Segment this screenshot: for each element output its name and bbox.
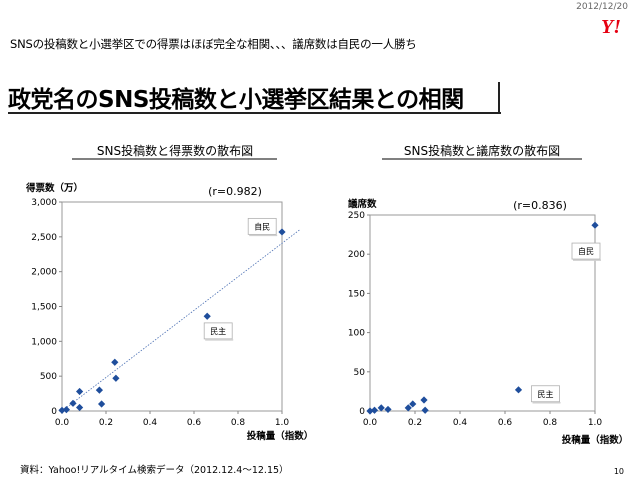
chart-seats-scatter: SNS投稿数と議席数の散布図 0 50 100 150 200 250 0.0 0.2 0.4 0.…	[348, 143, 629, 446]
data-point	[404, 404, 412, 412]
data-point	[370, 406, 379, 414]
y-tick-label: 0	[359, 407, 365, 417]
data-point	[421, 406, 429, 414]
x-tick-label: 0.2	[99, 418, 113, 428]
x-axis-label: 投稿量（指数）	[247, 430, 314, 442]
party-label: 自民	[571, 242, 601, 261]
y-axis-label: 議席数	[348, 198, 377, 210]
x-tick-label: 0.2	[408, 418, 422, 428]
data-point	[76, 403, 84, 412]
x-tick-label: 0.8	[231, 418, 246, 428]
data-point	[58, 406, 66, 414]
y-tick-label: 0	[51, 407, 57, 417]
data-point	[112, 374, 120, 382]
y-tick-label: 500	[40, 372, 57, 382]
y-tick-label: 2,000	[31, 268, 57, 278]
party-label: 自民	[247, 217, 278, 237]
party-label-text: 自民	[254, 221, 270, 231]
chart-title: SNS投稿数と得票数の散布図	[97, 143, 253, 158]
party-label-box	[531, 385, 560, 403]
plot-frame	[369, 214, 596, 412]
trend-line	[61, 229, 300, 412]
data-point	[514, 386, 523, 394]
source-note: 資料：Yahoo!リアルタイム検索データ（2012.12.4～12.15）	[20, 465, 289, 476]
correlation-annotation: (r=0.836)	[513, 199, 567, 212]
x-axis-label: 投稿量（指数）	[562, 434, 629, 446]
y-tick-label: 100	[348, 329, 365, 339]
x-tick-label: 0.6	[187, 418, 202, 428]
y-tick-label: 150	[348, 289, 365, 299]
data-point	[278, 228, 286, 236]
data-point	[366, 407, 374, 415]
x-tick-label: 0.0	[55, 418, 70, 428]
x-tick-label: 0.8	[543, 418, 558, 428]
chart-votes-scatter: SNS投稿数と得票数の散布図 0 500 1,000 1,500 2,000 2,500 3,…	[25, 143, 314, 442]
y-tick-label: 3,000	[31, 198, 57, 208]
yahoo-logo: Y!	[601, 16, 621, 37]
x-tick-label: 0.6	[498, 418, 513, 428]
y-tick-label: 250	[348, 211, 365, 221]
y-tick-label: 2,500	[31, 233, 57, 243]
page-subtitle: SNSの投稿数と小選挙区での得票はほぼ完全な相関、、、議席数は自民の一人勝ち	[10, 37, 417, 51]
x-tick-label: 1.0	[275, 418, 290, 428]
data-point	[111, 358, 119, 366]
party-label-box	[571, 242, 601, 260]
data-point	[384, 405, 392, 414]
data-point	[377, 404, 385, 412]
data-point	[95, 386, 103, 394]
x-tick-label: 0.4	[453, 418, 468, 428]
page-title: 政党名のSNS投稿数と小選挙区結果との相関	[8, 87, 464, 113]
yahoo-logo-text: Y!	[601, 16, 621, 37]
y-tick-label: 1,500	[31, 303, 57, 313]
data-point	[409, 400, 417, 408]
data-point	[203, 312, 211, 320]
correlation-annotation: (r=0.982)	[208, 185, 262, 198]
page-number: 10	[613, 467, 624, 476]
party-label-text: 自民	[578, 246, 594, 256]
title-side-bar	[498, 82, 500, 114]
y-tick-label: 50	[354, 368, 366, 378]
y-axis-label: 得票数（万）	[25, 182, 83, 194]
party-label: 民主	[203, 322, 234, 341]
data-point	[98, 400, 106, 408]
data-point	[62, 406, 70, 414]
chart-title: SNS投稿数と議席数の散布図	[404, 143, 560, 158]
date-stamp: 2012/12/20	[576, 2, 628, 12]
party-label-box	[247, 217, 277, 235]
party-label-text: 民主	[538, 389, 554, 399]
party-label-box	[203, 322, 233, 340]
y-tick-label: 200	[348, 250, 365, 260]
data-point	[420, 396, 428, 404]
x-tick-label: 0.0	[363, 418, 378, 428]
data-point	[76, 387, 84, 396]
data-point	[591, 221, 599, 229]
x-tick-label: 0.4	[143, 418, 158, 428]
data-point	[69, 399, 77, 407]
party-label: 民主	[531, 385, 561, 404]
title-underline	[8, 112, 501, 114]
y-tick-label: 1,000	[31, 337, 57, 347]
x-tick-label: 1.0	[588, 418, 603, 428]
party-label-text: 民主	[210, 326, 226, 336]
